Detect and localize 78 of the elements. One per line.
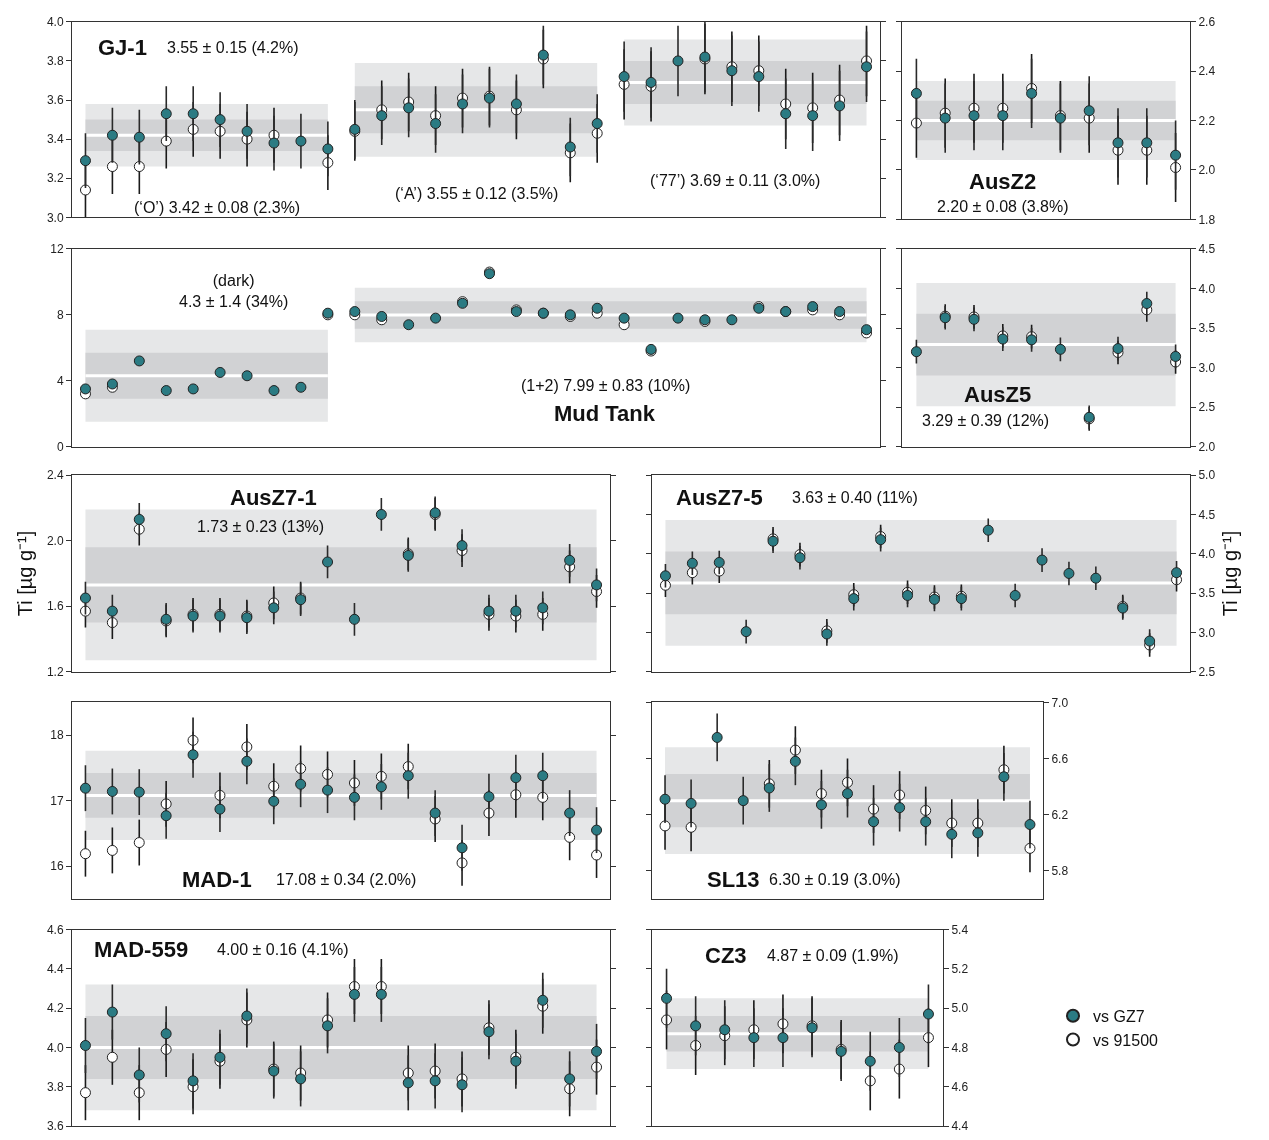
y-tick-label: 3.5 <box>1198 321 1216 336</box>
y-tick-label: 2.2 <box>1198 113 1216 128</box>
text: 6.30 ± 0.19 (3.0%) <box>769 871 901 888</box>
chart-title: MAD-559 <box>94 937 189 962</box>
y-axis-title: Ti [µg g⁻¹] <box>14 530 37 617</box>
y-tick-label: 0 <box>56 439 64 454</box>
y-tick-label: 4.2 <box>46 1001 64 1016</box>
text: Mud Tank <box>554 401 656 426</box>
y-tick-label: 1.8 <box>1198 212 1216 227</box>
y-tick-label: 3.6 <box>46 93 64 108</box>
y-tick-label: 5.8 <box>1051 864 1069 879</box>
y-tick-label: 4.5 <box>1198 242 1216 257</box>
y-tick-label: 3.8 <box>46 54 64 69</box>
y-tick-label: 4.8 <box>951 1040 969 1055</box>
y-axis-title: Ti [µg g⁻¹] <box>1218 530 1241 617</box>
y-tick-label: 3.5 <box>1198 586 1216 601</box>
y-tick-label: 2.0 <box>1198 163 1216 178</box>
y-tick-label: 4.0 <box>1198 547 1216 561</box>
text: 2.20 ± 0.08 (3.8%) <box>937 198 1069 215</box>
text: 3.29 ± 0.39 (12%) <box>922 412 1050 429</box>
y-tick-label: 5.0 <box>1198 468 1216 483</box>
y-tick-label: 4.6 <box>46 922 64 937</box>
y-tick-label: 2.6 <box>1198 15 1216 30</box>
text: 3.55 ± 0.15 (4.2%) <box>167 39 299 56</box>
y-tick-label: 3.0 <box>1198 360 1216 375</box>
y-tick-label: 3.0 <box>46 210 64 225</box>
y-tick-label: 7.0 <box>1051 695 1069 710</box>
y-tick-label: 5.4 <box>951 922 969 937</box>
legend-label: vs GZ7 <box>1093 1007 1145 1025</box>
y-tick-label: 2.5 <box>1198 664 1216 679</box>
y-tick-label: 6.6 <box>1051 751 1069 766</box>
text: 4.00 ± 0.16 (4.1%) <box>217 941 349 958</box>
text: AusZ2 <box>969 169 1037 194</box>
y-tick-label: 4.0 <box>1198 281 1216 296</box>
y-tick-label: 4.0 <box>46 1040 64 1055</box>
y-tick-label: 1.6 <box>46 599 64 614</box>
text: 3.63 ± 0.40 (11%) <box>792 489 918 506</box>
text: MAD-1 <box>182 867 252 892</box>
y-tick-label: 4.4 <box>951 1119 969 1134</box>
y-tick-label: 4 <box>56 373 64 388</box>
y-tick-label: 3.8 <box>46 1079 64 1094</box>
y-tick-label: 4.6 <box>951 1079 969 1094</box>
y-tick-label: 5.0 <box>951 1001 969 1016</box>
y-tick-label: 1.2 <box>46 664 64 679</box>
y-tick-label: 16 <box>50 859 64 874</box>
y-tick-label: 2.5 <box>1198 400 1216 415</box>
text: AusZ7-5 <box>676 485 763 510</box>
y-tick-label: 4.5 <box>1198 507 1216 522</box>
y-tick-label: 2.4 <box>1198 64 1216 79</box>
annotation: (‘77’) 3.69 ± 0.11 (3.0%) <box>650 172 821 189</box>
y-tick-label: 17 <box>50 793 64 808</box>
y-tick-label: 6.2 <box>1051 807 1069 822</box>
text: GJ-1 <box>98 35 147 60</box>
text: 17.08 ± 0.34 (2.0%) <box>276 871 417 888</box>
legend-label: vs 91500 <box>1093 1031 1159 1049</box>
annotation: (1+2) 7.99 ± 0.83 (10%) <box>521 377 691 394</box>
text: CZ3 <box>705 943 747 968</box>
y-tick-label: 3.4 <box>46 132 64 147</box>
text: AusZ5 <box>964 382 1032 407</box>
y-tick-label: 4.0 <box>46 15 64 30</box>
y-tick-label: 12 <box>50 242 64 257</box>
text: 4.87 ± 0.09 (1.9%) <box>767 947 899 964</box>
y-tick-label: 8 <box>56 308 64 323</box>
y-tick-label: 5.2 <box>951 962 969 977</box>
y-tick-label: 4.4 <box>46 962 64 977</box>
y-tick-label: 2.0 <box>1198 439 1216 454</box>
annotation: (‘A’) 3.55 ± 0.12 (3.5%) <box>395 185 559 202</box>
annotation: (‘O’) 3.42 ± 0.08 (2.3%) <box>134 199 301 216</box>
y-tick-label: 2.4 <box>46 468 64 483</box>
y-tick-label: 18 <box>50 728 64 743</box>
y-tick-label: 3.2 <box>46 171 64 186</box>
text: SL13 <box>707 867 760 892</box>
text: AusZ7-1 <box>230 485 317 510</box>
y-tick-label: 2.0 <box>46 533 64 548</box>
text: 1.73 ± 0.23 (13%) <box>197 518 325 535</box>
y-tick-label: 3.0 <box>1198 625 1216 640</box>
y-tick-label: 3.6 <box>46 1119 64 1134</box>
annotation: (dark) 4.3 ± 1.4 (34%) <box>179 272 289 310</box>
